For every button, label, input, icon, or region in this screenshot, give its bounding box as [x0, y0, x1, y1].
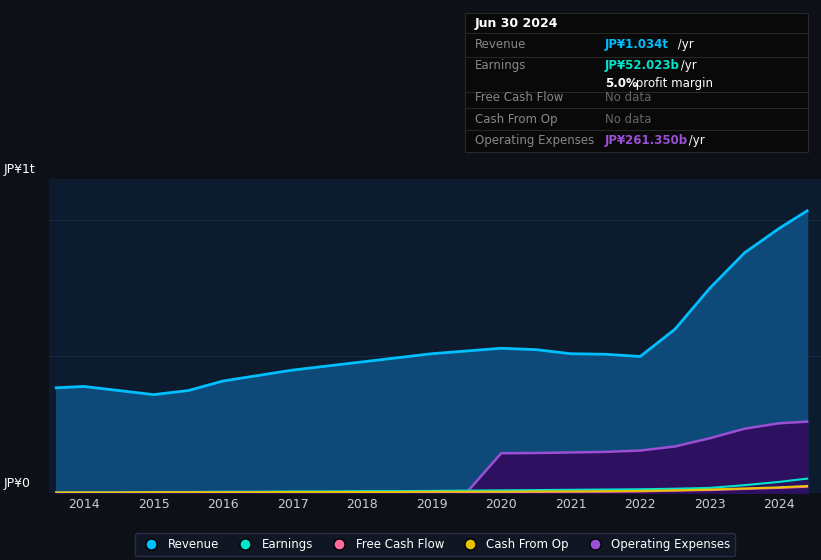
Text: 5.0%: 5.0% — [604, 77, 637, 90]
Text: JP¥0: JP¥0 — [4, 477, 31, 490]
Text: JP¥1t: JP¥1t — [4, 164, 36, 176]
Text: /yr: /yr — [685, 134, 704, 147]
Text: JP¥1.034t: JP¥1.034t — [604, 38, 668, 50]
Text: No data: No data — [604, 113, 651, 125]
Text: Free Cash Flow: Free Cash Flow — [475, 91, 563, 104]
Text: Jun 30 2024: Jun 30 2024 — [475, 17, 558, 30]
Text: profit margin: profit margin — [632, 77, 713, 90]
Text: Operating Expenses: Operating Expenses — [475, 134, 594, 147]
Text: No data: No data — [604, 91, 651, 104]
Text: /yr: /yr — [677, 59, 696, 72]
Text: Earnings: Earnings — [475, 59, 526, 72]
Text: /yr: /yr — [674, 38, 694, 50]
Legend: Revenue, Earnings, Free Cash Flow, Cash From Op, Operating Expenses: Revenue, Earnings, Free Cash Flow, Cash … — [135, 534, 736, 556]
Text: JP¥52.023b: JP¥52.023b — [604, 59, 680, 72]
Text: Cash From Op: Cash From Op — [475, 113, 557, 125]
Text: Revenue: Revenue — [475, 38, 526, 50]
Text: JP¥261.350b: JP¥261.350b — [604, 134, 688, 147]
